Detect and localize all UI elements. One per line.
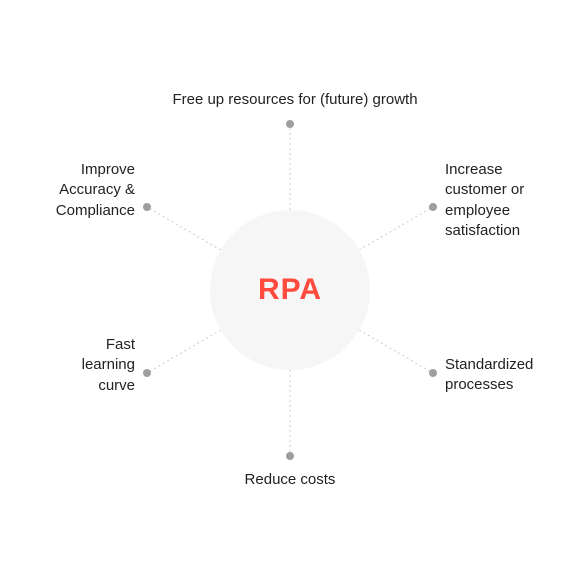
node-label-top-right: Increase customer or employee satisfacti…	[445, 160, 555, 241]
spoke-endpoint-dot	[286, 452, 294, 460]
spoke-endpoint-dot	[429, 203, 437, 211]
spoke-endpoint-dot	[143, 369, 151, 377]
spoke-line	[359, 207, 433, 250]
spoke-endpoint-dot	[429, 369, 437, 377]
spoke-line	[147, 207, 221, 250]
center-label: RPA	[258, 273, 322, 307]
spoke-line	[147, 330, 221, 373]
spoke-endpoint-dot	[286, 120, 294, 128]
spoke-endpoint-dot	[143, 203, 151, 211]
node-label-top-left: Improve Accuracy & Compliance	[30, 160, 135, 221]
node-label-bottom: Reduce costs	[200, 470, 380, 490]
spoke-line	[359, 330, 433, 373]
center-node: RPA	[210, 210, 370, 370]
node-label-top: Free up resources for (future) growth	[155, 90, 435, 110]
node-label-bottom-right: Standardized processes	[445, 355, 565, 396]
node-label-bottom-left: Fast learning curve	[55, 335, 135, 396]
